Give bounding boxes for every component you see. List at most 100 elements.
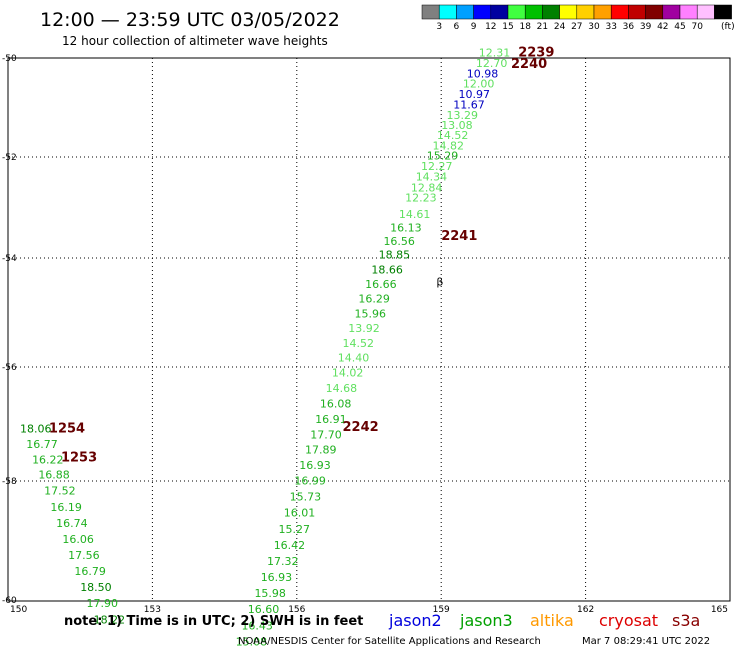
wave-height-value: 16.42 [274, 539, 306, 552]
wave-height-value: 16.77 [26, 438, 57, 451]
legend-swatch [593, 4, 612, 20]
x-tick-label: 150 [10, 605, 27, 615]
wave-height-value: 16.06 [62, 533, 94, 546]
legend-swatch [679, 4, 698, 20]
legend-swatch [421, 4, 440, 20]
wave-height-tracks: 12.3112.7010.9812.0010.9711.6713.2913.08… [20, 47, 510, 649]
legend-swatch [438, 4, 457, 20]
legend-tick: 30 [588, 22, 600, 32]
wave-height-value: 10.98 [467, 67, 499, 80]
wave-height-value: 14.40 [338, 352, 370, 365]
x-tick-label: 153 [144, 605, 161, 615]
wave-height-value: 16.43 [241, 619, 272, 632]
time-stamp: 2239 [518, 46, 554, 61]
wave-height-value: 17.32 [267, 555, 299, 568]
wave-height-value: 16.99 [294, 475, 326, 488]
wave-height-value: 16.60 [248, 603, 279, 616]
legend-tick: 39 [640, 22, 652, 32]
legend-swatch [662, 4, 681, 20]
legend-swatch [628, 4, 646, 20]
legend-swatch [473, 4, 492, 20]
legend-tick: 33 [605, 22, 616, 32]
legend-tick: 42 [657, 22, 668, 32]
wave-height-value: 16.56 [383, 235, 415, 248]
legend-swatch [507, 4, 526, 20]
x-tick-label: 159 [433, 605, 450, 615]
wave-height-value: 15.96 [355, 307, 387, 320]
y-tick-label: -50 [2, 54, 17, 64]
wave-height-value: 16.08 [320, 397, 352, 410]
wave-height-value: 18.06 [20, 423, 52, 436]
legend-tick: 21 [537, 22, 548, 32]
time-stamp: 1254 [49, 422, 85, 437]
legend-unit: (ft) [721, 22, 735, 32]
wave-height-value: 17.52 [44, 485, 76, 498]
legend-swatch [456, 4, 474, 20]
wave-height-value: 12.27 [421, 160, 453, 173]
legend-tick: 6 [454, 22, 460, 32]
footer-timestamp: Mar 7 08:29:41 UTC 2022 [582, 636, 710, 647]
legend-tick: 9 [471, 22, 477, 32]
y-tick-label: -54 [2, 254, 17, 264]
wave-height-value: 17.56 [68, 549, 100, 562]
wave-height-value: 16.93 [299, 459, 331, 472]
wave-height-value: 14.82 [433, 140, 465, 153]
wave-height-value: 14.52 [343, 337, 375, 350]
satellite-altika: altika [530, 611, 574, 630]
wave-height-value: 16.13 [390, 222, 422, 235]
time-stamp: 1253 [61, 451, 97, 466]
legend-swatch [576, 4, 595, 20]
wave-height-value: 13.29 [446, 109, 478, 122]
y-tick-label: -56 [2, 363, 17, 373]
time-stamp: 2242 [343, 420, 379, 435]
wave-height-value: 17.89 [305, 444, 337, 457]
wave-height-value: 15.98 [254, 587, 286, 600]
footer-credit: NOAA/NESDIS Center for Satellite Applica… [238, 636, 541, 647]
map-subtitle: 12 hour collection of altimeter wave hei… [62, 34, 328, 48]
wave-height-value: 15.73 [290, 491, 322, 504]
track-east: 12.3112.7010.9812.0010.9711.6713.2913.08… [236, 47, 511, 649]
wave-height-value: 14.52 [437, 129, 469, 142]
wave-height-value: 14.68 [326, 382, 358, 395]
wave-height-value: 17.90 [86, 597, 118, 610]
legend-swatch [524, 4, 543, 20]
wave-height-value: 15.27 [279, 523, 311, 536]
map-title: 12:00 — 23:59 UTC 03/05/2022 [40, 9, 340, 31]
wave-height-value: 12.00 [463, 78, 495, 91]
x-tick-label: 162 [577, 605, 594, 615]
x-tick-label: 165 [711, 605, 728, 615]
wave-height-value: 18.22 [94, 613, 126, 626]
wave-height-value: 11.67 [453, 98, 485, 111]
legend-swatch [490, 4, 509, 20]
x-tick-label: 156 [288, 605, 305, 615]
wave-height-value: 18.66 [371, 263, 403, 276]
legend-swatch [696, 4, 715, 20]
legend-tick: 24 [554, 22, 566, 32]
legend-swatch [610, 4, 629, 20]
wave-height-value: 12.70 [476, 57, 508, 70]
y-tick-label: -58 [2, 477, 17, 487]
wave-height-value: 15.08 [236, 636, 267, 649]
wave-height-value: 12.31 [479, 47, 511, 60]
track-west: 18.06 16.77 16.22 16.88 17.52 16.19 16.74 16.06… [20, 423, 125, 627]
legend-tick: 15 [502, 22, 513, 32]
legend-tick: 45 [674, 22, 685, 32]
map-grid: 150 153 156 159 162 165-50-52-54-56-58-60 [2, 54, 730, 615]
time-stamp: 2241 [441, 229, 477, 244]
wave-height-value: 17.70 [310, 428, 342, 441]
legend-tick: 18 [519, 22, 531, 32]
legend-tick: 12 [485, 22, 496, 32]
wave-height-value: 10.97 [459, 88, 491, 101]
wave-height-value: 14.34 [416, 171, 448, 184]
wave-height-value: 12.84 [411, 181, 443, 194]
wave-height-value: 16.66 [365, 278, 397, 291]
wave-height-value: 16.91 [315, 413, 347, 426]
satellite-cryosat: cryosat [599, 611, 658, 630]
satellite-jason3: jason3 [459, 611, 513, 630]
wave-height-value: 16.74 [56, 517, 87, 530]
wave-height-value: 16.79 [74, 565, 106, 578]
map-frame [7, 57, 731, 602]
wave-height-value: 16.22 [32, 453, 64, 466]
